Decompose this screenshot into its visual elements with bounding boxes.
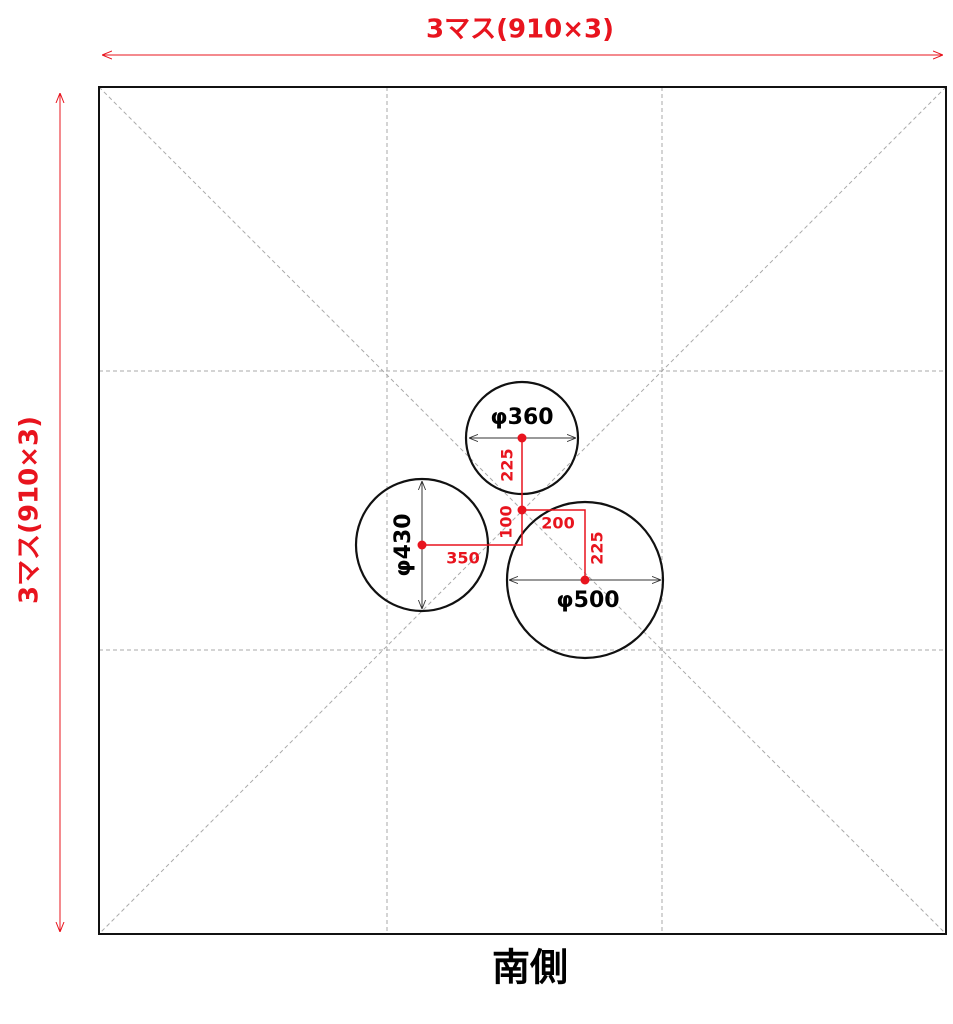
offset-label: 350 <box>446 549 479 568</box>
left-dimension-label: 3マス(910×3) <box>15 416 45 604</box>
circle-label: φ360 <box>490 405 553 430</box>
circle-label: φ500 <box>556 588 619 613</box>
top-dimension-label: 3マス(910×3) <box>426 15 614 45</box>
offset-label: 225 <box>588 531 607 564</box>
offset-label: 100 <box>497 505 516 538</box>
offset-label: 225 <box>498 448 517 481</box>
circle <box>505 500 665 660</box>
offset-label: 200 <box>541 514 574 533</box>
offset-lines <box>417 433 590 585</box>
footer-label: 南側 <box>492 946 568 990</box>
circle-label: φ430 <box>391 513 416 576</box>
